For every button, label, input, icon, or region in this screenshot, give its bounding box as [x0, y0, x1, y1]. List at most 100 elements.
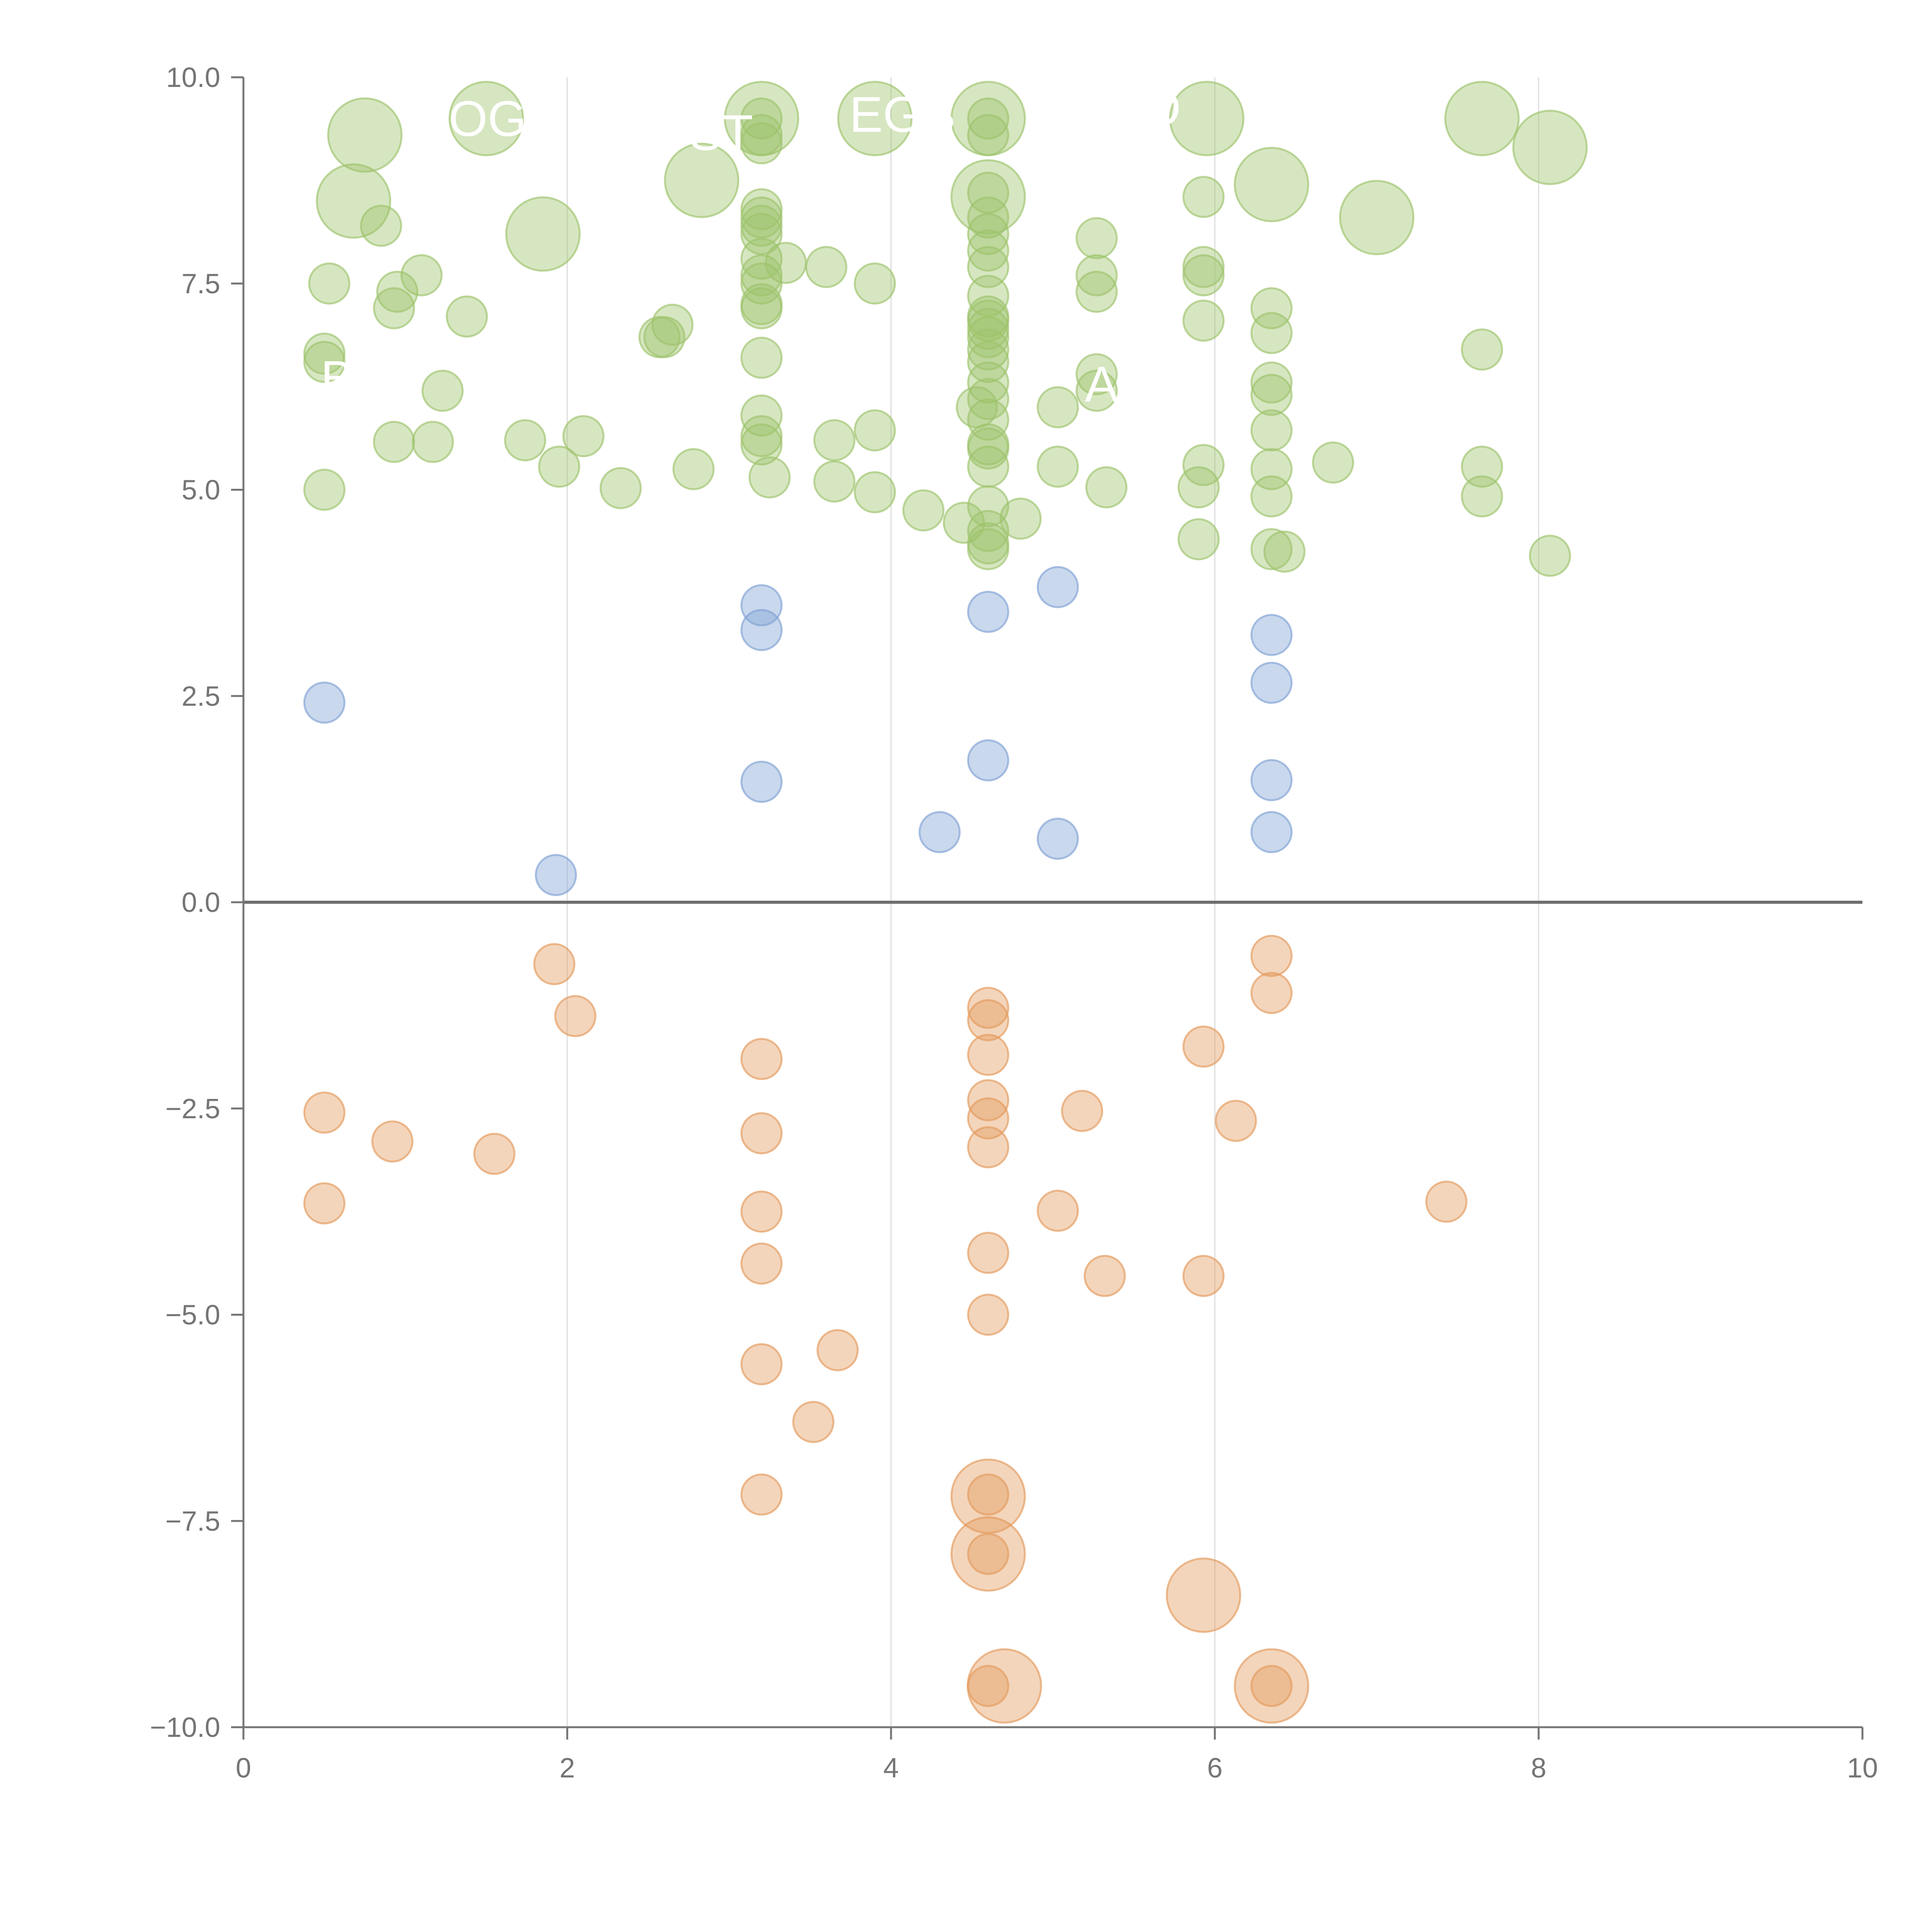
point-annotation: DOGE	[412, 90, 560, 147]
mid-point	[967, 739, 1009, 782]
low-point	[1425, 1180, 1468, 1223]
low-point	[740, 1038, 783, 1080]
low-point	[967, 1034, 1009, 1076]
mid-point	[1037, 566, 1079, 608]
high-point	[1075, 254, 1118, 296]
high-point	[967, 229, 1009, 272]
low-point	[967, 1097, 1009, 1139]
mid-point	[918, 811, 961, 854]
mid-point	[535, 854, 577, 896]
low-point	[533, 943, 575, 985]
low-point	[967, 999, 1009, 1041]
axes: 0 2 4 6 8 10 −10.0 −7.5 −5.0 −2.5 0.0 2.5 5.0 7.5 10.0	[150, 62, 1878, 1784]
high-point	[1182, 254, 1225, 296]
high-point	[1085, 466, 1128, 509]
high-point	[1075, 217, 1118, 259]
mid-point	[1250, 662, 1293, 704]
high-point	[967, 213, 1009, 255]
high-point	[1250, 409, 1293, 452]
high-point	[373, 421, 415, 463]
low-point	[1250, 972, 1293, 1014]
high-point	[505, 196, 581, 272]
high-point	[1182, 299, 1225, 342]
high-point	[967, 316, 1009, 359]
low-point	[554, 995, 597, 1037]
mid-point	[740, 609, 783, 651]
high-point	[740, 423, 783, 466]
high-point	[360, 204, 402, 247]
high-point	[740, 287, 783, 330]
high-point	[1177, 518, 1220, 561]
y-tick-label: 7.5	[182, 269, 220, 299]
high-point	[740, 337, 783, 379]
high-point	[538, 446, 580, 488]
low-point	[967, 1126, 1009, 1168]
high-point	[664, 143, 740, 218]
high-point	[765, 242, 807, 284]
high-point	[967, 328, 1009, 371]
high-point	[967, 361, 1009, 404]
high-point	[1461, 328, 1503, 371]
high-point	[421, 369, 464, 412]
y-tick-label: 0.0	[182, 887, 220, 918]
high-point	[1037, 386, 1079, 429]
high-point	[1444, 81, 1520, 156]
high-point	[308, 262, 350, 305]
high-point	[999, 497, 1042, 540]
high-point	[967, 172, 1009, 214]
high-point	[412, 421, 454, 463]
y-tick-label: 5.0	[182, 475, 220, 506]
x-tick-label: 2	[560, 1753, 575, 1784]
y-tick-label: 10.0	[166, 62, 220, 93]
low-point	[303, 1091, 345, 1134]
high-point	[740, 122, 783, 165]
x-tick-label: 0	[236, 1753, 251, 1784]
low-point	[740, 1473, 783, 1516]
high-point	[902, 489, 945, 532]
high-point	[400, 254, 443, 296]
low-point	[792, 1401, 835, 1443]
x-tick-label: 4	[883, 1753, 899, 1784]
high-point	[967, 427, 1009, 470]
low-point	[1250, 1665, 1293, 1707]
high-point	[1250, 475, 1293, 518]
high-point	[967, 446, 1009, 488]
high-point	[1250, 528, 1293, 570]
mid-point	[1250, 811, 1293, 854]
low-point	[740, 1242, 783, 1285]
low-point	[1182, 1026, 1225, 1068]
high-point	[1312, 441, 1354, 484]
high-point	[651, 304, 694, 346]
low-point	[967, 1294, 1009, 1336]
y-tick-label: 2.5	[182, 681, 220, 712]
high-point	[373, 287, 415, 330]
high-point	[813, 460, 855, 503]
high-point	[327, 97, 403, 173]
high-point	[1461, 475, 1503, 518]
high-point	[1512, 109, 1588, 185]
low-point	[740, 1112, 783, 1155]
low-point	[967, 986, 1009, 1029]
high-point	[1250, 361, 1293, 404]
low-point	[1234, 1648, 1310, 1724]
high-point	[303, 341, 345, 383]
high-point	[1037, 446, 1079, 488]
high-point	[967, 510, 1009, 552]
low-point	[473, 1133, 515, 1175]
low-point	[816, 1329, 859, 1371]
mid-point	[1250, 759, 1293, 801]
high-point	[967, 196, 1009, 239]
high-point	[967, 398, 1009, 441]
high-point	[1177, 466, 1220, 509]
high-point	[1263, 531, 1306, 573]
high-point	[854, 471, 896, 514]
low-point	[967, 1231, 1009, 1274]
y-tick-label: −7.5	[165, 1506, 220, 1537]
high-point	[643, 316, 685, 359]
point-annotation: ST	[689, 104, 753, 161]
high-point	[967, 485, 1009, 527]
high-point	[599, 467, 642, 509]
high-point	[854, 262, 896, 305]
high-point	[376, 270, 418, 313]
